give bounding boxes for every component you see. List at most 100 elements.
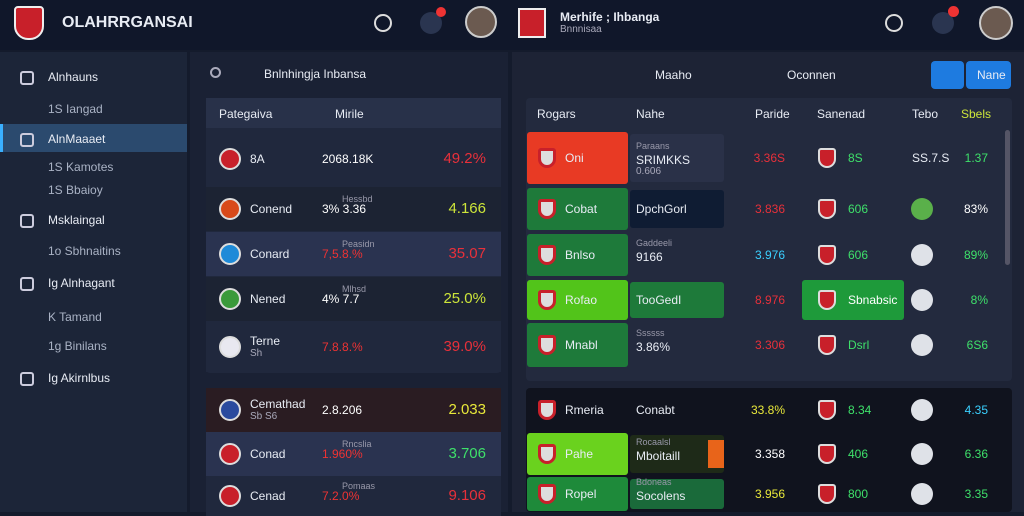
team-name: Ropel <box>565 487 597 501</box>
row-value: 9.106 <box>448 487 486 504</box>
team-name: Mnabl <box>565 338 598 352</box>
action-button[interactable] <box>911 334 933 356</box>
menu-item[interactable]: 1S Iangad <box>48 102 103 116</box>
name-button-label: Nane <box>977 68 1006 82</box>
share-button[interactable] <box>885 14 903 32</box>
column-header: Rogars <box>537 107 576 121</box>
row-stat: 3% 3.36 <box>322 202 367 216</box>
tab[interactable]: Oconnen <box>787 68 836 82</box>
team-logo <box>219 243 241 265</box>
row-note: Ssssss <box>636 328 665 338</box>
team-logo <box>538 245 556 265</box>
percent: 1.37 <box>964 151 988 165</box>
menu-item[interactable]: AlnMaaaet <box>48 132 106 146</box>
team-logo <box>219 399 241 421</box>
row-note: Gaddeeli <box>636 238 673 248</box>
row-stat: 7,5.8.% <box>322 247 363 261</box>
opponent-logo <box>818 400 836 420</box>
name-button[interactable] <box>966 61 1011 89</box>
avatar[interactable] <box>979 6 1013 40</box>
player-name: DpchGorl <box>636 202 687 216</box>
name-cell <box>630 190 724 228</box>
action-button[interactable] <box>911 198 933 220</box>
opponent: 406 <box>848 447 869 461</box>
menu-item[interactable]: 1S Kamotes <box>48 160 114 174</box>
row-value: 49.2% <box>443 150 486 167</box>
menu-item[interactable]: Alnhauns <box>48 70 99 84</box>
search-button[interactable] <box>931 61 964 89</box>
team-logo <box>538 400 556 420</box>
team-name: 8A <box>250 152 265 166</box>
menu-item[interactable]: Ig Akirnlbus <box>48 371 111 385</box>
team-name: Cemathad <box>250 397 306 411</box>
menu-icon <box>20 277 34 291</box>
opponent-logo <box>818 245 836 265</box>
column-header: Nahe <box>636 107 665 121</box>
logo <box>14 6 44 40</box>
name-cell <box>630 134 724 182</box>
row-value: 4.166 <box>448 200 486 217</box>
row-value: 3.706 <box>448 445 486 462</box>
menu-icon <box>20 372 34 386</box>
scrollbar <box>1005 130 1010 265</box>
name-cell <box>630 479 724 509</box>
share-button[interactable] <box>374 14 392 32</box>
opponent: 606 <box>848 202 869 216</box>
row-note: Pomaas <box>342 481 376 491</box>
action-button[interactable] <box>911 244 933 266</box>
top-bar <box>0 0 1024 50</box>
menu-item[interactable]: Msklaingal <box>48 213 105 227</box>
team-logo <box>219 443 241 465</box>
row-detail: 0.606 <box>636 166 662 177</box>
percent: 3.35 <box>964 487 988 501</box>
search-input[interactable]: Bnlnhingja Inbansa <box>264 67 367 81</box>
row-value: 25.0% <box>443 290 486 307</box>
opponent: 8.34 <box>848 403 872 417</box>
team-logo <box>219 198 241 220</box>
menu-item[interactable]: Ig Alnhagant <box>48 276 115 290</box>
name-cell <box>630 282 724 318</box>
opponent-logo <box>818 148 836 168</box>
page-subtitle: Bnnnisaa <box>560 24 602 35</box>
table-row <box>206 232 501 276</box>
row-stat: 4% 7.7 <box>322 292 360 306</box>
menu-item[interactable]: 1o Sbhnaitins <box>48 244 121 258</box>
team-name: Rofao <box>565 293 598 307</box>
price: 3.36S <box>753 151 785 165</box>
column-header: Tebo <box>912 107 939 121</box>
column-header: Sanenad <box>817 107 866 121</box>
opponent-logo <box>818 444 836 464</box>
column-header: Mirile <box>335 107 364 121</box>
avatar[interactable] <box>465 6 497 38</box>
menu-icon <box>20 133 34 147</box>
team-name: Terne <box>250 334 281 348</box>
action-button[interactable] <box>911 399 933 421</box>
menu-item[interactable]: 1S Bbaioy <box>48 183 103 197</box>
table-row <box>206 388 501 432</box>
table-row <box>206 432 501 476</box>
team-name: Conend <box>250 202 293 216</box>
action-button[interactable] <box>911 443 933 465</box>
notification-button[interactable] <box>932 12 954 34</box>
row-note: Paraans <box>636 141 670 151</box>
action-button[interactable] <box>911 289 933 311</box>
team-name: Cenad <box>250 489 286 503</box>
opponent-logo <box>818 199 836 219</box>
tab[interactable]: Maaho <box>655 68 692 82</box>
menu-item[interactable]: 1g Binilans <box>48 339 107 353</box>
column-header: Pategaiva <box>219 107 273 121</box>
opponent: Dsrl <box>848 338 870 352</box>
price: 3.976 <box>754 248 785 262</box>
row-value: 35.07 <box>448 245 486 262</box>
menu-item[interactable]: K Tamand <box>48 310 102 324</box>
progress-bar <box>708 440 724 468</box>
notification-button[interactable] <box>420 12 442 34</box>
opponent: 606 <box>848 248 869 262</box>
row-stat: 2068.18K <box>322 152 374 166</box>
opponent-logo <box>818 290 836 310</box>
percent: 4.35 <box>964 403 988 417</box>
action-button[interactable] <box>911 483 933 505</box>
row-value: 39.0% <box>443 338 486 355</box>
team-logo <box>538 444 556 464</box>
